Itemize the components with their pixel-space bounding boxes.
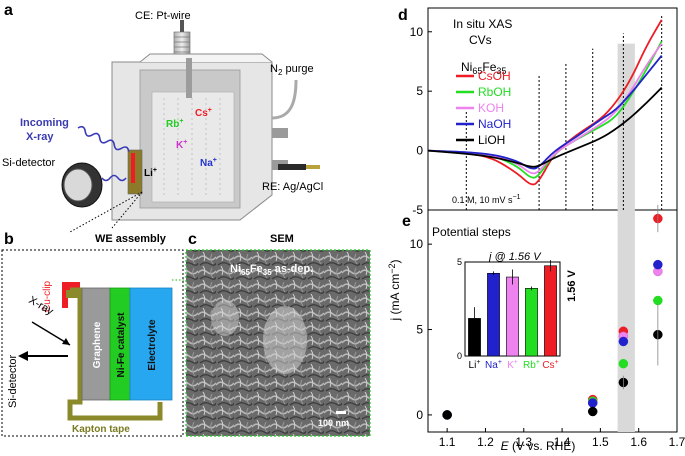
panel-b: b WE assembly Cu-clip Kapton tape Graphe… [1,231,186,437]
x-tick-label: 1.7 [669,435,685,449]
steps-y-tick-label: 5 [416,323,423,337]
panel-a-label: a [4,2,13,19]
inset-category-k: K+ [507,359,518,371]
inset-title: j @ 1.56 V [487,251,542,263]
legend-label-csoh: CsOH [478,69,511,83]
cv-line-lioh [427,86,663,168]
scale-label: 100 nm [318,418,349,428]
legend-label-koh: KOH [478,101,504,115]
cu-clip-label: Cu-clip [42,280,53,312]
incoming-xray-beam [77,125,130,152]
we-assembly-title: WE assembly [95,233,167,245]
graphene-label: Graphene [92,321,103,368]
panel-c: c SEM Ni65Fe35 as-dep. 100 nm [185,231,371,437]
n2-label: N2 purge [270,63,314,77]
xray-in-arrow [31,321,71,346]
conditions-label: 0.1 M, 10 mV s−1 [452,194,521,205]
shade-region-e [617,210,635,432]
graphene-layer [81,287,111,401]
electrolyte-label: Electrolyte [147,319,158,371]
cv-y-tick-label: -5 [412,203,423,217]
inset-y-tick-label: 5 [457,257,462,267]
si-detector-label-a: Si-detector [2,157,56,169]
y-axis-label: j (mA cm−2) [387,260,402,322]
inset-bar-na [487,272,500,357]
inset-bar-rb [525,288,538,357]
x-tick-label: 1.6 [630,435,647,449]
cv-y-tick-label: 5 [416,84,423,98]
cv-y-tick-label: 10 [410,25,424,39]
x-tick-label: 1.3 [515,435,532,449]
ce-wire-top [180,20,184,34]
legend-label-naoh: NaOH [478,117,511,131]
n2-tube [271,79,298,120]
cv-title-1: In situ XAS [453,17,512,31]
inset-bar-cs [544,265,557,357]
step-point-lioh [442,410,452,420]
panel-e-label: e [402,213,411,230]
catalyst-label: Ni-Fe catalyst [116,312,127,378]
x-tick-label: 1.1 [439,435,456,449]
port-upper [272,128,288,138]
inset-category-rb: Rb+ [523,359,540,371]
sem-caption: Ni65Fe35 as-dep. [230,263,313,277]
re-label: RE: Ag/AgCl [262,181,323,193]
kapton-label: Kapton tape [72,424,130,435]
ion-rb: Rb+ [166,118,183,130]
steps-plot-frame [427,209,678,433]
sem-title: SEM [270,233,294,245]
fluorescence-beam [101,174,127,182]
formula-label: Ni65Fe35 [461,60,506,76]
electrolyte-layer [129,287,173,401]
cv-line-koh [427,43,663,175]
steps-y-tick-label: 10 [410,237,424,251]
legend-label-lioh: LiOH [478,133,505,147]
si-detector-label-b: Si-detector [7,354,19,408]
step-point-naoh [618,336,629,347]
ion-na: Na+ [200,157,217,169]
panel-b-frame [1,249,184,437]
ion-k: K+ [176,139,187,151]
cv-title-2: CVs [469,33,492,47]
panel-d: d e Potential steps In situ XAS CVs Ni65… [387,7,685,453]
panel-d-label: d [398,7,408,24]
ce-label: CE: Pt-wire [135,10,191,22]
incoming-label-1: Incoming [20,117,69,129]
incoming-label-2: X-ray [26,131,54,143]
steps-y-tick-label: 0 [416,408,423,422]
cu-clip [62,282,80,290]
x-tick-label: 1.2 [477,435,494,449]
shade-region-d [617,43,635,210]
step-point-rboh [618,358,629,369]
cv-y-tick-label: 0 [416,144,423,158]
inset-y-tick-label: 0 [457,351,462,361]
step-point-lioh [587,406,598,417]
panel-b-label: b [4,231,14,248]
panel-c-label: c [188,231,197,248]
x-axis-label: E (V vs. RHE) [501,439,576,453]
ion-li: Li+ [144,167,157,179]
step-point-naoh [587,398,598,408]
cv-line-naoh [427,54,663,170]
inset-bar-k [506,276,519,357]
legend-label-rboh: RbOH [478,85,511,99]
inset-category-na: Na+ [485,359,502,371]
x-tick-label: 1.5 [592,435,609,449]
scale-bar [336,411,346,414]
ion-cs: Cs+ [195,107,212,119]
inset-category-cs: Cs+ [542,359,558,371]
step-point-naoh [653,259,663,270]
potential-steps-title: Potential steps [432,225,511,239]
shade-label: 1.56 V [566,269,578,301]
re-electrode [278,164,306,170]
x-tick-label: 1.4 [554,435,571,449]
ce-rod [186,58,192,98]
step-point-rboh [653,295,663,306]
panel-a: a CE: Pt-wire N2 purge RE: Ag/AgCl Cs+ R… [2,2,323,233]
inset-category-li: Li+ [469,359,481,371]
